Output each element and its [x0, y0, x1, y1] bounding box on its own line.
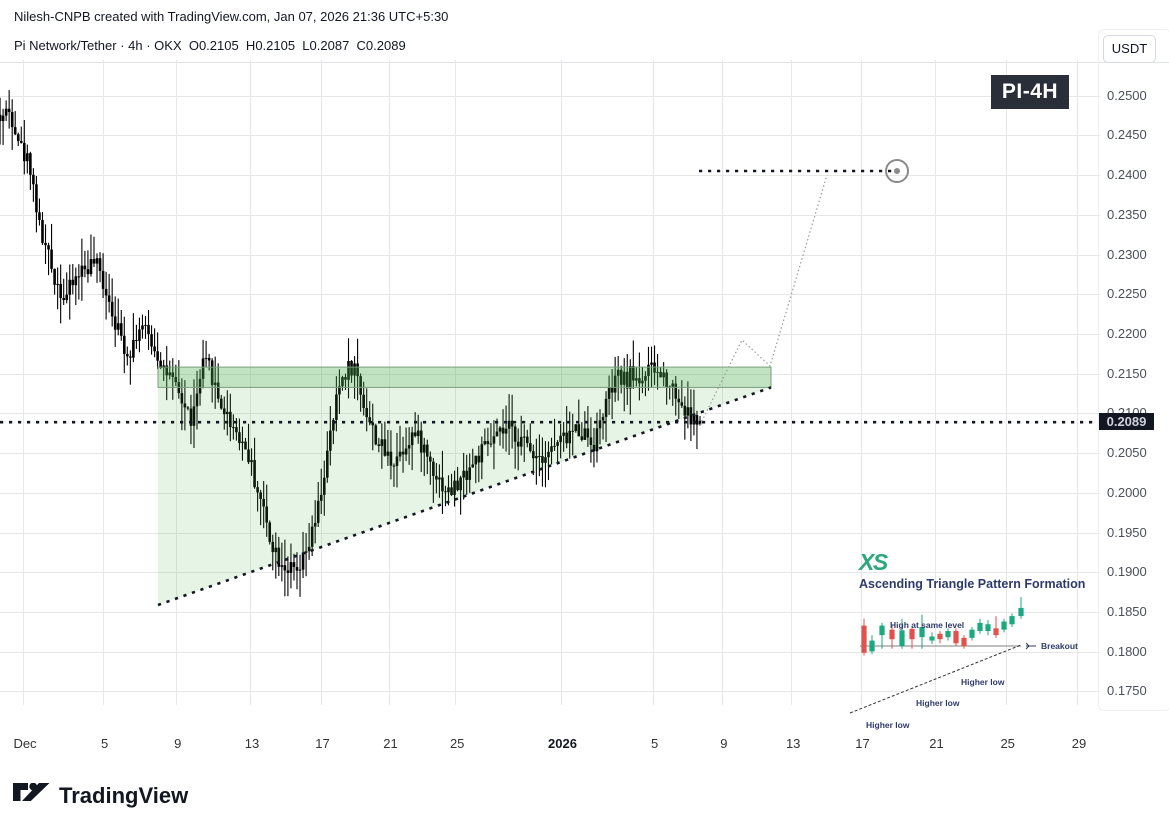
svg-text:Higher low: Higher low — [961, 677, 1005, 687]
svg-text:TradingView: TradingView — [59, 783, 189, 808]
svg-text:XS: XS — [858, 549, 889, 575]
svg-text:Higher low: Higher low — [916, 698, 960, 708]
svg-text:High at same level: High at same level — [890, 620, 964, 630]
svg-text:Higher low: Higher low — [866, 720, 910, 730]
svg-text:Breakout: Breakout — [1041, 641, 1078, 651]
